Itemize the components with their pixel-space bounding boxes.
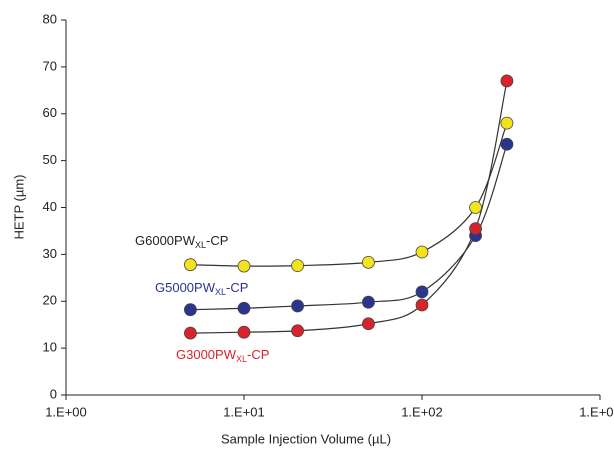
data-point: [237, 259, 251, 273]
series-name-sub: XL: [195, 240, 206, 250]
data-point: [237, 301, 251, 315]
y-tick-label: 40: [43, 199, 57, 214]
data-point: [291, 299, 304, 313]
y-axis-label: HETP (µm): [11, 174, 26, 239]
data-point: [291, 324, 304, 338]
y-tick-label: 20: [43, 293, 57, 308]
data-point: [469, 222, 482, 235]
series-name: G3000PW: [176, 347, 237, 362]
y-tick-label: 80: [43, 11, 57, 26]
y-tick-label: 0: [50, 386, 57, 401]
x-axis-label: Sample Injection Volume (µL): [221, 431, 391, 446]
series-label: G3000PWXL-CP: [176, 347, 269, 364]
series-label: G6000PWXL-CP: [135, 233, 228, 250]
y-tick-label: 60: [43, 105, 57, 120]
data-point: [415, 285, 429, 299]
data-point: [291, 259, 304, 273]
x-tick-label: 1.E+01: [223, 404, 265, 419]
data-point: [237, 325, 251, 339]
series-name-sub: XL: [215, 287, 226, 297]
data-point: [362, 295, 375, 309]
series-name-suffix: -CP: [226, 280, 248, 295]
series-name-suffix: -CP: [206, 233, 228, 248]
data-point: [184, 258, 197, 272]
series-label: G5000PWXL-CP: [155, 280, 248, 297]
x-tick-label: 1.E+03: [579, 404, 614, 419]
series-name-suffix: -CP: [247, 347, 269, 362]
data-point: [500, 116, 514, 130]
x-tick-label: 1.E+00: [45, 404, 87, 419]
data-point: [184, 303, 197, 317]
series-name-sub: XL: [236, 354, 247, 364]
fit-curve: [190, 122, 508, 267]
data-point: [362, 317, 375, 331]
series-name: G6000PW: [135, 233, 196, 248]
data-point: [415, 298, 429, 312]
data-point: [362, 255, 375, 269]
data-point: [415, 245, 429, 259]
x-tick-label: 1.E+02: [401, 404, 443, 419]
y-tick-label: 50: [43, 152, 57, 167]
y-tick-label: 10: [43, 340, 57, 355]
data-point: [500, 74, 514, 88]
series-name: G5000PW: [155, 280, 216, 295]
y-tick-label: 30: [43, 246, 57, 261]
data-point: [469, 201, 482, 214]
data-point: [184, 326, 197, 340]
data-point: [500, 137, 514, 151]
y-tick-label: 70: [43, 58, 57, 73]
